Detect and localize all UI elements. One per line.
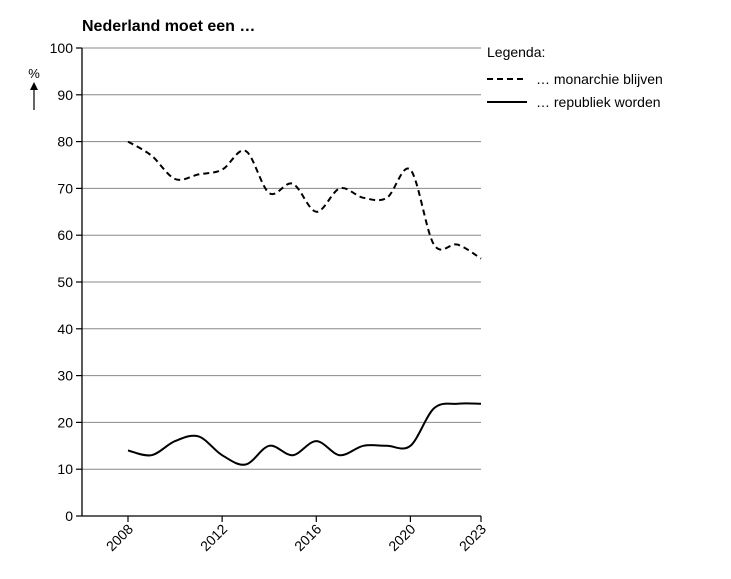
y-tick-label: 30 (57, 368, 73, 384)
legend-label-republiek: … republiek worden (536, 94, 661, 110)
x-axis-ticks: 2008 2012 2016 2020 2023 (103, 516, 489, 554)
gridlines (82, 47, 481, 470)
y-tick-label: 70 (57, 180, 73, 196)
y-tick-label: 90 (57, 87, 73, 103)
x-tick-label: 2016 (291, 521, 324, 554)
series-line-monarchie (127, 140, 482, 260)
y-tick-label: 10 (57, 461, 73, 477)
y-tick-label: 0 (65, 508, 73, 524)
y-axis-ticks: 0 10 20 30 40 50 60 70 80 90 100 (50, 40, 82, 524)
y-tick-label: 20 (57, 414, 73, 430)
x-tick-label: 2020 (385, 521, 418, 554)
y-tick-label: 80 (57, 134, 73, 150)
y-tick-label: 100 (50, 40, 74, 56)
x-tick-label: 2023 (456, 521, 489, 554)
x-tick-label: 2008 (103, 521, 136, 554)
legend-label-monarchie: … monarchie blijven (536, 71, 663, 87)
series-line-republiek (127, 402, 482, 466)
chart-title: Nederland moet een … (82, 18, 255, 35)
series-lines (127, 140, 482, 466)
y-tick-label: 40 (57, 321, 73, 337)
y-unit-label: % (28, 66, 40, 110)
legend: Legenda: … monarchie blijven … republiek… (487, 44, 663, 110)
y-tick-label: 50 (57, 274, 73, 290)
x-tick-label: 2012 (197, 521, 230, 554)
y-axis-label: % (28, 66, 40, 81)
legend-title: Legenda: (487, 44, 545, 60)
arrowhead-icon (30, 82, 38, 90)
y-tick-label: 60 (57, 227, 73, 243)
